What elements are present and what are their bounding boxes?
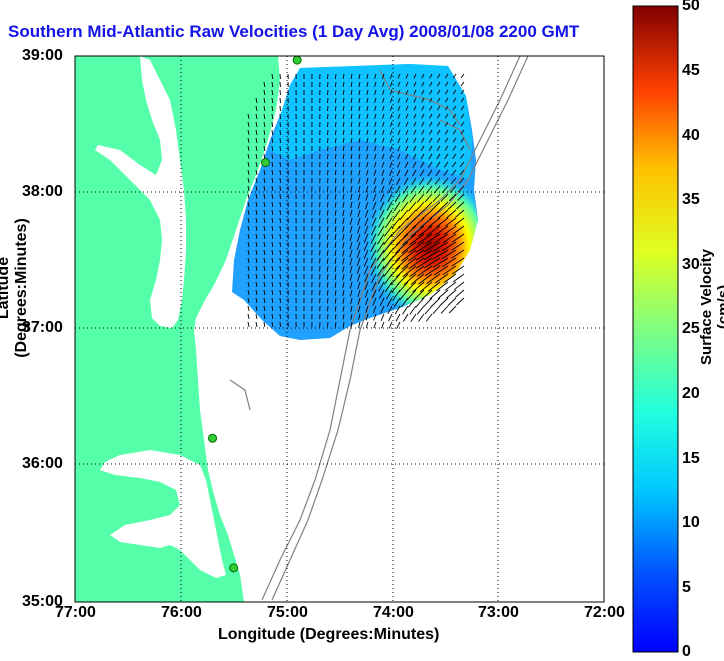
velocity-arrow	[280, 290, 281, 295]
cb-tick-15: 15	[682, 450, 700, 468]
velocity-arrow	[335, 82, 336, 87]
colorbar-label: Surface Velocity (cm/s)	[698, 232, 724, 382]
cb-tick-45: 45	[682, 62, 700, 80]
velocity-arrow	[328, 146, 329, 151]
velocity-arrow	[335, 114, 336, 119]
velocity-arrow	[280, 258, 281, 263]
velocity-arrow	[328, 194, 329, 199]
velocity-arrow	[280, 186, 281, 191]
cb-tick-20: 20	[682, 385, 700, 403]
velocity-arrow	[328, 178, 329, 183]
velocity-arrow	[327, 226, 328, 232]
x-tick-72: 72:00	[584, 604, 625, 622]
velocity-arrow	[328, 186, 329, 191]
radar-station-3	[230, 564, 238, 572]
colorbar	[633, 6, 678, 652]
velocity-arrow	[335, 122, 336, 127]
cb-tick-10: 10	[682, 514, 700, 532]
velocity-arrow	[280, 242, 281, 247]
velocity-arrow	[280, 114, 281, 119]
velocity-arrow	[280, 122, 281, 127]
velocity-arrow	[280, 202, 281, 207]
velocity-arrow	[328, 130, 329, 135]
velocity-arrow	[280, 82, 281, 87]
velocity-arrow	[280, 146, 281, 151]
velocity-arrow	[327, 274, 328, 280]
velocity-arrow	[280, 314, 281, 319]
velocity-arrow	[335, 138, 336, 143]
velocity-arrow	[280, 162, 281, 167]
velocity-arrow	[335, 106, 336, 111]
velocity-arrow	[280, 250, 281, 255]
x-tick-76: 76:00	[161, 604, 202, 622]
velocity-arrow	[280, 234, 281, 239]
velocity-arrow	[328, 138, 329, 143]
radar-station-2	[209, 434, 217, 442]
velocity-arrow	[328, 314, 329, 319]
velocity-arrow	[280, 298, 281, 303]
x-tick-74: 74:00	[373, 604, 414, 622]
cb-tick-5: 5	[682, 579, 691, 597]
velocity-arrow	[280, 98, 281, 103]
velocity-arrow	[335, 130, 336, 135]
velocity-arrow	[328, 90, 329, 95]
y-tick-35: 35:00	[22, 593, 63, 611]
velocity-arrow	[328, 98, 329, 103]
velocity-arrow	[280, 138, 281, 143]
velocity-arrow	[280, 130, 281, 135]
velocity-arrow	[328, 154, 329, 159]
x-axis-label: Longitude (Degrees:Minutes)	[218, 626, 439, 644]
velocity-arrow	[280, 178, 281, 183]
cb-tick-40: 40	[682, 127, 700, 145]
x-tick-75: 75:00	[267, 604, 308, 622]
radar-station-1	[261, 158, 269, 166]
velocity-arrow	[328, 114, 329, 119]
x-tick-73: 73:00	[478, 604, 519, 622]
velocity-arrow	[280, 210, 281, 215]
cb-tick-50: 50	[682, 0, 700, 15]
velocity-arrow	[328, 306, 329, 311]
velocity-arrow	[328, 106, 329, 111]
velocity-arrow	[280, 306, 281, 311]
velocity-arrow	[328, 170, 329, 175]
velocity-arrow	[280, 74, 281, 79]
velocity-arrow	[335, 90, 336, 95]
cb-tick-0: 0	[682, 643, 691, 661]
velocity-arrow	[335, 154, 336, 159]
velocity-arrow	[280, 226, 281, 231]
velocity-arrow	[327, 210, 328, 215]
cb-tick-35: 35	[682, 191, 700, 209]
velocity-arrow	[280, 266, 281, 271]
velocity-arrow	[335, 74, 336, 79]
velocity-arrow	[280, 194, 281, 199]
y-tick-36: 36:00	[22, 455, 63, 473]
velocity-arrow	[327, 298, 328, 303]
y-tick-39: 39:00	[22, 47, 63, 65]
velocity-arrow	[328, 162, 329, 167]
y-axis-label: Latitude (Degrees:Minutes)	[0, 188, 31, 388]
velocity-arrow	[280, 274, 281, 279]
velocity-arrow	[280, 106, 281, 111]
velocity-arrow	[280, 90, 281, 95]
velocity-arrow	[280, 282, 281, 287]
velocity-arrow	[280, 154, 281, 159]
velocity-arrow	[280, 170, 281, 175]
radar-station-0	[293, 56, 301, 64]
velocity-arrow	[328, 322, 329, 327]
velocity-arrow	[327, 218, 328, 224]
velocity-arrow	[328, 122, 329, 127]
velocity-arrow	[328, 74, 329, 79]
velocity-arrow	[327, 282, 328, 288]
velocity-arrow	[280, 218, 281, 223]
velocity-arrow	[280, 322, 281, 327]
velocity-arrow	[335, 146, 336, 151]
velocity-arrow	[335, 98, 336, 103]
velocity-arrow	[327, 290, 328, 295]
velocity-arrow	[328, 82, 329, 87]
velocity-arrow	[327, 202, 328, 207]
